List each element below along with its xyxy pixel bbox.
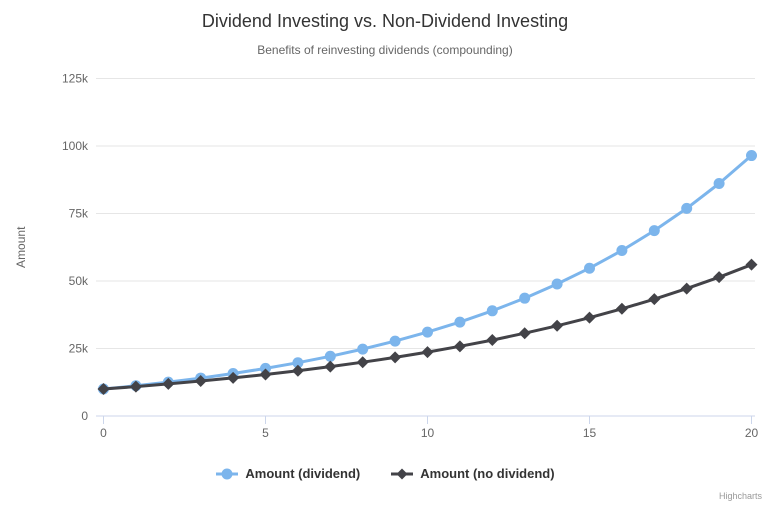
data-point-marker[interactable] (713, 177, 725, 189)
data-point-marker[interactable] (356, 356, 369, 369)
data-point-marker[interactable] (357, 343, 369, 355)
data-point-marker[interactable] (681, 202, 693, 214)
data-point-marker[interactable] (551, 278, 563, 290)
data-point-marker[interactable] (324, 360, 337, 373)
data-point-marker[interactable] (583, 311, 596, 324)
data-point-marker[interactable] (422, 326, 433, 338)
y-axis-label: 100k (62, 139, 89, 153)
data-point-marker[interactable] (389, 351, 402, 364)
data-point-marker[interactable] (648, 225, 660, 237)
x-axis-label: 15 (583, 426, 597, 440)
data-point-marker[interactable] (260, 362, 271, 374)
data-point-marker[interactable] (421, 346, 434, 359)
x-axis-label: 0 (100, 426, 107, 440)
data-point-marker[interactable] (486, 334, 499, 347)
y-axis-label: 125k (62, 72, 89, 86)
legend-item-no-dividend[interactable]: Amount (no dividend) (390, 466, 555, 481)
data-point-marker[interactable] (454, 316, 466, 328)
data-point-marker[interactable] (389, 335, 401, 347)
data-point-marker[interactable] (680, 282, 693, 295)
y-axis-label: 0 (81, 409, 88, 423)
legend-label-no-dividend: Amount (no dividend) (420, 466, 555, 481)
legend-item-dividend[interactable]: Amount (dividend) (215, 466, 360, 481)
data-point-marker[interactable] (259, 368, 272, 381)
data-point-marker[interactable] (453, 340, 466, 353)
y-axis-label: 50k (69, 274, 89, 288)
y-axis-title: Amount (14, 226, 28, 268)
chart-title: Dividend Investing vs. Non-Dividend Inve… (201, 11, 569, 31)
line-diamond-marker-icon (391, 468, 414, 479)
data-point-marker[interactable] (746, 150, 757, 162)
data-point-marker[interactable] (292, 357, 304, 369)
data-point-marker[interactable] (518, 327, 531, 340)
chart-subtitle: Benefits of reinvesting dividends (compo… (257, 43, 513, 57)
data-point-marker[interactable] (519, 292, 531, 304)
legend: Amount (dividend) Amount (no dividend) (0, 466, 770, 481)
data-point-marker[interactable] (616, 244, 628, 256)
data-point-marker[interactable] (291, 364, 304, 377)
data-point-marker[interactable] (551, 319, 564, 332)
data-point-marker[interactable] (227, 371, 240, 384)
data-point-marker[interactable] (97, 383, 110, 395)
highcharts-credits-link[interactable]: Highcharts (718, 491, 762, 501)
data-point-marker[interactable] (162, 377, 175, 390)
data-point-marker[interactable] (194, 375, 207, 388)
x-axis-label: 5 (262, 426, 269, 440)
data-point-marker[interactable] (324, 350, 336, 362)
data-point-marker[interactable] (615, 302, 628, 315)
x-axis-label: 10 (421, 426, 435, 440)
data-point-marker[interactable] (745, 258, 758, 271)
data-point-marker[interactable] (584, 262, 595, 274)
data-point-marker[interactable] (486, 305, 498, 317)
data-point-marker[interactable] (129, 380, 142, 393)
line-circle-marker-icon (216, 468, 239, 479)
legend-label-dividend: Amount (dividend) (245, 466, 361, 481)
data-point-marker[interactable] (648, 293, 661, 306)
y-axis-label: 75k (69, 207, 89, 221)
data-point-marker[interactable] (713, 271, 726, 284)
x-axis-label: 20 (745, 426, 759, 440)
y-axis-label: 25k (69, 342, 89, 356)
